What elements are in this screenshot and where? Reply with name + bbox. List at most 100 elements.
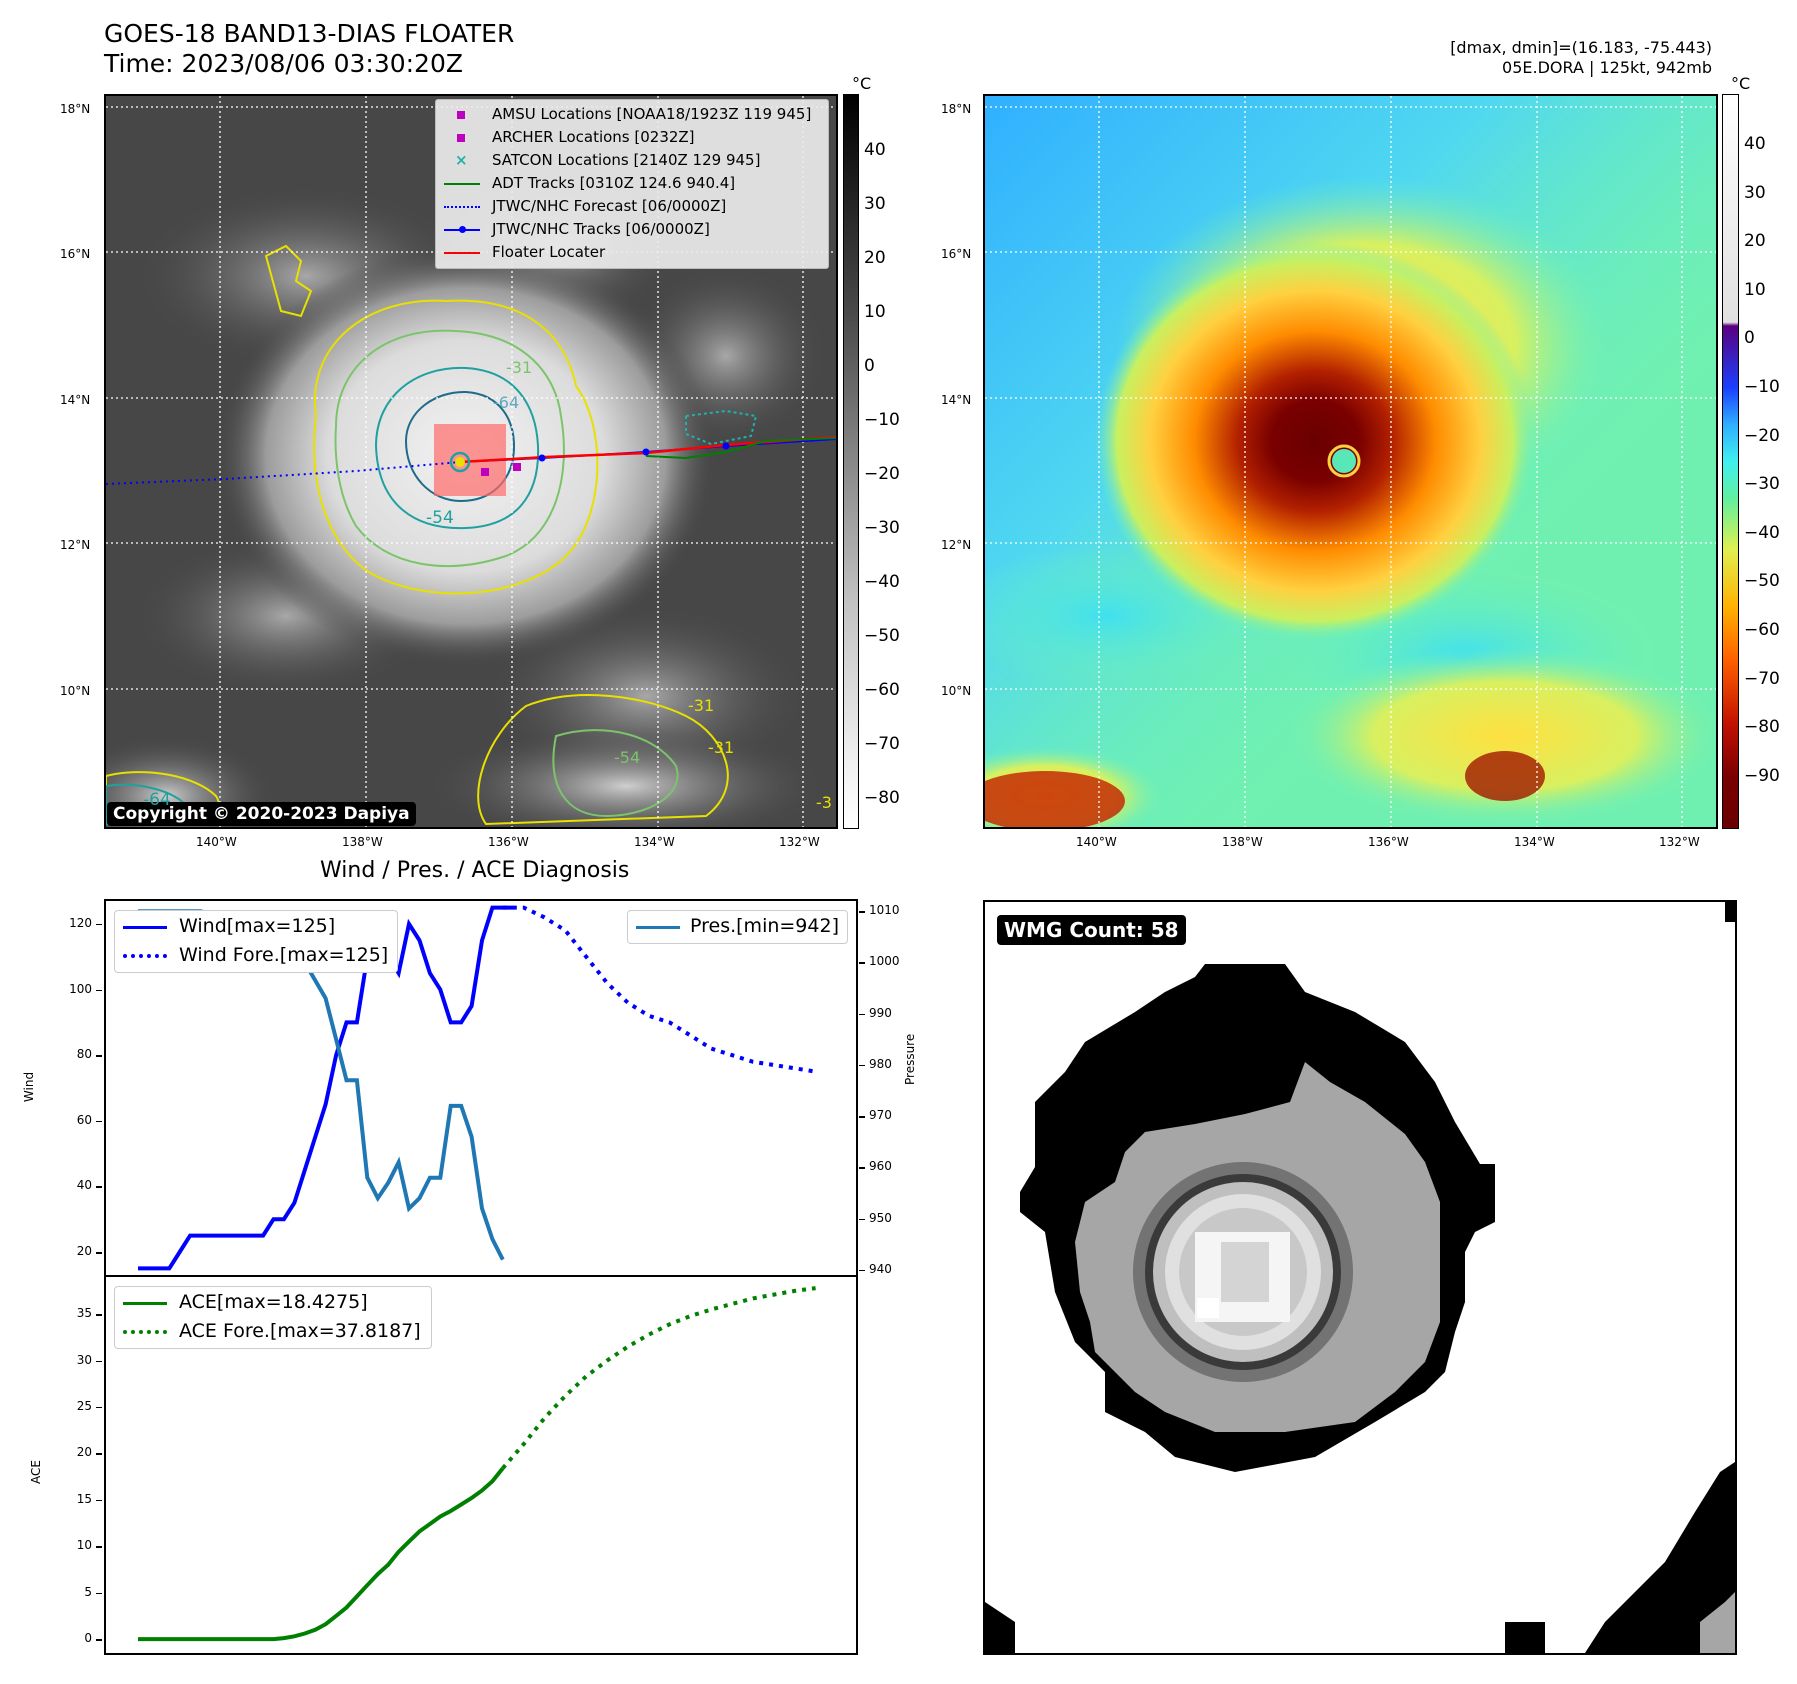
contour-label: -54 <box>426 508 454 528</box>
ir-colorbar <box>843 94 859 829</box>
magenta-square-icon <box>444 107 480 123</box>
color-colorbar-tick-label: 0 <box>1744 328 1755 349</box>
contour-label: -31 <box>688 696 715 715</box>
contour-label: -3 <box>816 793 832 812</box>
ace-axis-label: ACE <box>28 1460 43 1484</box>
ace-plot <box>138 1286 816 1642</box>
lon-label: 140°W <box>196 835 237 849</box>
color-colorbar-tick-label: 30 <box>1744 182 1766 203</box>
color-colorbar-tick-label: −10 <box>1744 377 1780 397</box>
lon-label: 136°W <box>488 835 529 849</box>
ace-legend: ACE[max=18.4275] ACE Fore.[max=37.8187] <box>114 1286 432 1349</box>
color-colorbar-tick-label: 40 <box>1744 134 1766 154</box>
wmg-count-badge: WMG Count: 58 <box>997 915 1186 945</box>
color-colorbar-tick-label: 10 <box>1744 279 1766 300</box>
green-dotted-line-icon <box>123 1324 167 1340</box>
legend-amsu: AMSU Locations [NOAA18/1923Z 119 945] <box>444 103 820 126</box>
legend-forecast: JTWC/NHC Forecast [06/0000Z] <box>444 195 820 218</box>
copyright-badge: Copyright © 2020-2023 Dapiya <box>107 802 416 826</box>
pressure-tick-mark <box>859 1064 865 1067</box>
green-line-icon <box>123 1295 167 1311</box>
wind-tick-label: 20 <box>76 1244 92 1259</box>
pressure-tick-mark <box>859 962 865 964</box>
contour-label: -64 <box>143 790 171 810</box>
blue-dotted-line-icon <box>123 948 167 964</box>
color-colorbar <box>1722 94 1739 829</box>
wind-legend-label: Wind[max=125] <box>179 915 336 937</box>
blue-line-dot-icon <box>444 222 480 238</box>
color-colorbar-tick-label: −50 <box>1744 571 1780 592</box>
color-colorbar-tick-label: −70 <box>1744 668 1780 689</box>
pressure-tick-mark <box>859 1269 865 1272</box>
ace-forecast-series-line <box>501 1286 816 1470</box>
pressure-tick-label: 1000 <box>869 954 900 969</box>
blue-dotted-line-icon <box>444 199 480 215</box>
ir-colorbar-tick-label: −60 <box>864 680 900 700</box>
lon-label: 132°W <box>779 835 820 849</box>
legend-adt: ADT Tracks [0310Z 124.6 940.4] <box>444 172 820 195</box>
wind-tick-mark <box>96 1120 102 1123</box>
color-colorbar-tick-label: −80 <box>1744 717 1780 738</box>
ace-tick-mark <box>96 1453 102 1455</box>
ace-tick-mark <box>96 1499 102 1502</box>
legend-archer: ARCHER Locations [0232Z] <box>444 126 820 149</box>
teal-x-icon: × <box>455 150 468 169</box>
pres-legend-label: Pres.[min=942] <box>690 915 839 937</box>
ace-tick-mark <box>96 1592 102 1595</box>
ace-fore-legend-label: ACE Fore.[max=37.8187] <box>179 1320 421 1342</box>
green-line-icon <box>444 176 480 192</box>
pressure-tick-label: 940 <box>869 1261 892 1276</box>
pres-legend: Pres.[min=942] <box>627 910 848 944</box>
color-colorbar-tick-label: 20 <box>1744 231 1766 252</box>
lon-label: 134°W <box>634 835 675 849</box>
ace-series-line <box>138 1466 505 1642</box>
figure-time: Time: 2023/08/06 03:30:20Z <box>104 49 463 78</box>
blue-line-icon <box>123 919 167 935</box>
ace-tick-label: 35 <box>76 1306 92 1321</box>
color-map-image <box>985 96 1716 827</box>
wind-tick-mark <box>96 923 102 926</box>
pressure-tick-mark <box>859 911 865 913</box>
ace-tick-mark <box>96 1639 102 1641</box>
ace-tick-mark <box>96 1546 102 1548</box>
wind-pres-panel: Wind[max=125] Wind Fore.[max=125] Pres.[… <box>104 899 858 1277</box>
ace-tick-label: 25 <box>76 1398 92 1413</box>
legend-satcon: × SATCON Locations [2140Z 129 945] <box>444 149 820 172</box>
color-colorbar-tick-label: −40 <box>1744 522 1780 543</box>
lat-label: 18°N <box>60 102 91 116</box>
lat-label: 12°N <box>60 538 91 552</box>
storm-info: 05E.DORA | 125kt, 942mb <box>1502 58 1712 77</box>
wind-tick-mark <box>96 989 102 992</box>
lat-label: 10°N <box>941 684 972 698</box>
ir-colorbar-tick-label: −40 <box>864 572 900 592</box>
pressure-tick-label: 960 <box>869 1159 892 1174</box>
ir-colorbar-tick-label: −50 <box>864 626 900 646</box>
lat-label: 10°N <box>60 684 91 698</box>
wind-series-line <box>138 905 514 1271</box>
contour-label: -54 <box>614 748 641 767</box>
wmg-panel: WMG Count: 58 <box>983 900 1737 1655</box>
ace-tick-label: 5 <box>84 1584 92 1599</box>
ir-colorbar-tick-label: 40 <box>864 140 886 160</box>
ir-colorbar-tick-label: −20 <box>864 464 900 484</box>
wind-tick-label: 100 <box>69 981 92 996</box>
pressure-tick-label: 1010 <box>869 903 900 918</box>
wind-tick-label: 60 <box>76 1112 92 1127</box>
ir-colorbar-tick-label: −70 <box>864 734 900 754</box>
color-colorbar-unit: °C <box>1731 74 1751 93</box>
wind-tick-label: 80 <box>76 1047 92 1062</box>
color-map-panel <box>983 94 1718 829</box>
color-colorbar-tick-label: −90 <box>1744 765 1780 786</box>
ir-colorbar-tick-label: −10 <box>864 410 900 430</box>
ace-tick-label: 10 <box>76 1538 92 1553</box>
pressure-tick-mark <box>859 1167 865 1169</box>
ace-tick-label: 30 <box>76 1352 92 1367</box>
wind-tick-mark <box>96 1252 102 1254</box>
ace-tick-mark <box>96 1406 102 1409</box>
wind-fore-legend-label: Wind Fore.[max=125] <box>179 944 389 966</box>
diag-title: Wind / Pres. / ACE Diagnosis <box>320 858 630 883</box>
contour-label: -64 <box>493 393 520 412</box>
pressure-tick-label: 950 <box>869 1210 892 1225</box>
ir-map-panel: AMSU Locations [NOAA18/1923Z 119 945] AR… <box>104 94 838 829</box>
ace-panel: ACE[max=18.4275] ACE Fore.[max=37.8187] <box>104 1275 858 1655</box>
